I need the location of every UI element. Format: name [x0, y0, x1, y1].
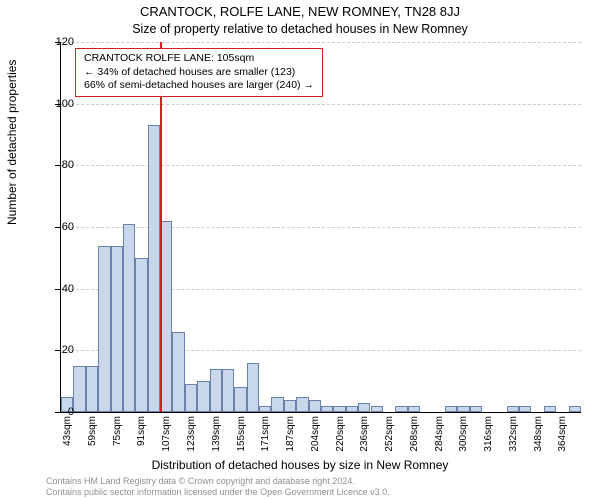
annotation-line1: CRANTOCK ROLFE LANE: 105sqm [84, 52, 314, 66]
x-tick-label: 364sqm [557, 416, 568, 460]
y-tick-label: 80 [62, 159, 74, 171]
chart-container: CRANTOCK, ROLFE LANE, NEW ROMNEY, TN28 8… [0, 0, 600, 500]
histogram-bar [197, 381, 209, 412]
histogram-bar [259, 406, 271, 412]
y-axis-title: Number of detached properties [5, 60, 19, 225]
x-tick-label: 187sqm [285, 416, 296, 460]
x-tick-label: 59sqm [87, 416, 98, 460]
gridline [61, 227, 581, 228]
x-tick-label: 348sqm [533, 416, 544, 460]
x-tick-label: 75sqm [112, 416, 123, 460]
histogram-bar [123, 224, 135, 412]
gridline [61, 42, 581, 43]
attribution-line1: Contains HM Land Registry data © Crown c… [46, 476, 390, 487]
x-tick-label: 155sqm [236, 416, 247, 460]
x-tick-label: 252sqm [384, 416, 395, 460]
histogram-bar [470, 406, 482, 412]
x-tick-label: 139sqm [211, 416, 222, 460]
histogram-bar [371, 406, 383, 412]
x-tick-label: 332sqm [508, 416, 519, 460]
histogram-bar [457, 406, 469, 412]
x-tick-label: 171sqm [260, 416, 271, 460]
histogram-bar [445, 406, 457, 412]
y-tick-label: 20 [62, 344, 74, 356]
histogram-bar [321, 406, 333, 412]
histogram-bar [222, 369, 234, 412]
attribution-line2: Contains public sector information licen… [46, 487, 390, 498]
histogram-bar [172, 332, 184, 412]
annotation-box: CRANTOCK ROLFE LANE: 105sqm ← 34% of det… [75, 48, 323, 97]
histogram-bar [271, 397, 283, 412]
histogram-bar [148, 125, 160, 412]
histogram-bar [296, 397, 308, 412]
histogram-bar [135, 258, 147, 412]
histogram-bar [507, 406, 519, 412]
reference-line [160, 42, 162, 412]
histogram-bar [98, 246, 110, 413]
y-tick [55, 165, 61, 166]
chart-title-sub: Size of property relative to detached ho… [0, 22, 600, 36]
histogram-bar [346, 406, 358, 412]
x-tick-label: 300sqm [458, 416, 469, 460]
histogram-bar [309, 400, 321, 412]
gridline [61, 165, 581, 166]
x-tick-label: 91sqm [136, 416, 147, 460]
x-tick-label: 43sqm [62, 416, 73, 460]
plot-area [60, 42, 581, 413]
histogram-bar [395, 406, 407, 412]
y-tick-label: 40 [62, 283, 74, 295]
histogram-bar [408, 406, 420, 412]
histogram-bar [234, 387, 246, 412]
histogram-bar [210, 369, 222, 412]
y-tick [55, 412, 61, 413]
y-tick [55, 227, 61, 228]
histogram-bar [73, 366, 85, 412]
x-tick-label: 268sqm [409, 416, 420, 460]
y-tick-label: 60 [62, 221, 74, 233]
y-tick-label: 120 [56, 36, 74, 48]
histogram-bar [519, 406, 531, 412]
x-tick-label: 316sqm [483, 416, 494, 460]
y-tick [55, 350, 61, 351]
x-axis-title: Distribution of detached houses by size … [0, 458, 600, 472]
annotation-line3: 66% of semi-detached houses are larger (… [84, 79, 314, 93]
chart-title-main: CRANTOCK, ROLFE LANE, NEW ROMNEY, TN28 8… [0, 4, 600, 19]
histogram-bar [544, 406, 556, 412]
gridline [61, 104, 581, 105]
histogram-bar [333, 406, 345, 412]
x-tick-label: 220sqm [335, 416, 346, 460]
annotation-line2: ← 34% of detached houses are smaller (12… [84, 66, 314, 80]
histogram-bar [185, 384, 197, 412]
histogram-bar [284, 400, 296, 412]
x-tick-label: 236sqm [359, 416, 370, 460]
x-tick-label: 107sqm [161, 416, 172, 460]
histogram-bar [358, 403, 370, 412]
histogram-bar [111, 246, 123, 413]
y-tick [55, 289, 61, 290]
x-tick-label: 284sqm [434, 416, 445, 460]
attribution: Contains HM Land Registry data © Crown c… [46, 476, 390, 498]
x-tick-label: 123sqm [186, 416, 197, 460]
histogram-bar [86, 366, 98, 412]
x-tick-label: 204sqm [310, 416, 321, 460]
y-tick-label: 100 [56, 98, 74, 110]
histogram-bar [569, 406, 581, 412]
histogram-bar [247, 363, 259, 412]
